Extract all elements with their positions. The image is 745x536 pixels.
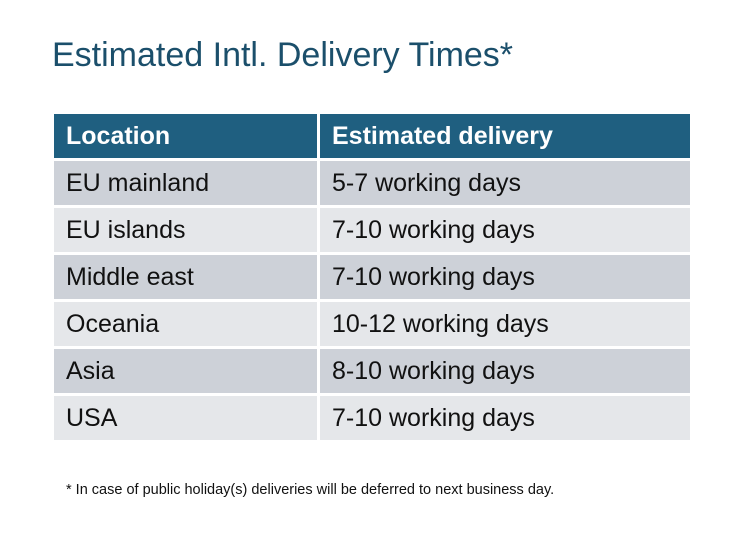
table-header-row: Location Estimated delivery	[54, 114, 690, 158]
table-row: Oceania 10-12 working days	[54, 302, 690, 346]
delivery-cell: 8-10 working days	[320, 349, 690, 393]
location-cell: Asia	[54, 349, 317, 393]
header-location: Location	[54, 114, 317, 158]
header-estimated-delivery: Estimated delivery	[320, 114, 690, 158]
location-cell: USA	[54, 396, 317, 440]
table-row: USA 7-10 working days	[54, 396, 690, 440]
page-title: Estimated Intl. Delivery Times*	[52, 36, 514, 74]
location-cell: EU mainland	[54, 161, 317, 205]
table-row: EU islands 7-10 working days	[54, 208, 690, 252]
delivery-cell: 5-7 working days	[320, 161, 690, 205]
table-row: EU mainland 5-7 working days	[54, 161, 690, 205]
table-row: Middle east 7-10 working days	[54, 255, 690, 299]
location-cell: Oceania	[54, 302, 317, 346]
delivery-cell: 10-12 working days	[320, 302, 690, 346]
delivery-times-table: Location Estimated delivery EU mainland …	[51, 111, 693, 443]
footnote: * In case of public holiday(s) deliverie…	[66, 482, 555, 498]
location-cell: Middle east	[54, 255, 317, 299]
table-row: Asia 8-10 working days	[54, 349, 690, 393]
location-cell: EU islands	[54, 208, 317, 252]
delivery-cell: 7-10 working days	[320, 396, 690, 440]
delivery-cell: 7-10 working days	[320, 208, 690, 252]
delivery-cell: 7-10 working days	[320, 255, 690, 299]
